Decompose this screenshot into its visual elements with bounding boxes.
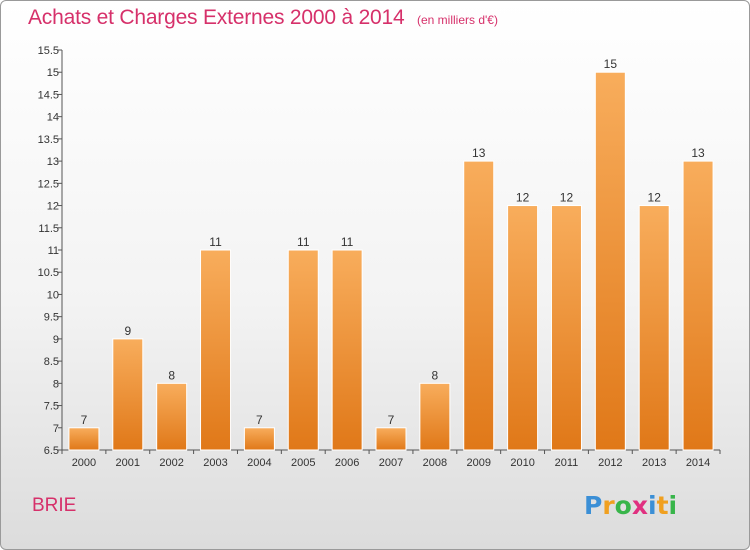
- bar-2007: [375, 427, 407, 451]
- x-tick-label-2011: 2011: [555, 457, 579, 469]
- value-label-2011: 12: [560, 191, 574, 205]
- bar-2006: [331, 249, 363, 451]
- x-tick-label-2006: 2006: [335, 457, 359, 469]
- bar-2014: [682, 160, 714, 451]
- y-tick-label: 7: [53, 423, 59, 435]
- x-tick-label-2003: 2003: [203, 457, 227, 469]
- bar-2005: [287, 249, 319, 451]
- chart-subtitle: (en milliers d'€): [417, 13, 498, 27]
- x-tick-label-2007: 2007: [379, 457, 403, 469]
- svg-text:Proxiti: Proxiti: [584, 491, 677, 520]
- y-tick-label: 13.5: [38, 134, 59, 146]
- bar-2013: [638, 205, 670, 451]
- y-tick-label: 6.5: [44, 445, 59, 457]
- y-tick-label: 14.5: [38, 89, 59, 101]
- proxiti-logo: Proxiti: [584, 491, 677, 520]
- x-tick-label-2001: 2001: [116, 457, 140, 469]
- bar-2002: [156, 382, 188, 451]
- bar-2008: [419, 382, 451, 451]
- x-tick-label-2013: 2013: [642, 457, 666, 469]
- y-tick-label: 14: [47, 112, 59, 124]
- x-tick-label-2004: 2004: [247, 457, 271, 469]
- y-tick-label: 15.5: [38, 45, 59, 57]
- value-label-2012: 15: [604, 57, 618, 71]
- bar-2009: [463, 160, 495, 451]
- y-tick-label: 8.5: [44, 356, 59, 368]
- x-tick-label-2009: 2009: [466, 457, 490, 469]
- bar-2000: [68, 427, 100, 451]
- value-label-2013: 12: [648, 191, 662, 205]
- bar-2011: [550, 205, 582, 451]
- y-tick-label: 7.5: [44, 401, 59, 413]
- y-tick-label: 12: [47, 201, 59, 213]
- x-tick-label-2014: 2014: [686, 457, 710, 469]
- x-tick-label-2008: 2008: [423, 457, 447, 469]
- y-tick-label: 10.5: [38, 267, 59, 279]
- y-tick-label: 11: [48, 245, 59, 257]
- chart-title: Achats et Charges Externes 2000 à 2014: [28, 6, 405, 29]
- y-tick-label: 9: [53, 334, 59, 346]
- value-label-2010: 12: [516, 191, 530, 205]
- y-tick-label: 15: [47, 67, 59, 79]
- x-tick-label-2000: 2000: [72, 457, 96, 469]
- y-tick-label: 12.5: [38, 178, 59, 190]
- value-label-2002: 8: [168, 368, 175, 382]
- value-label-2014: 13: [691, 146, 705, 160]
- value-label-2007: 7: [388, 413, 395, 427]
- commune-name: BRIE: [32, 495, 77, 516]
- y-tick-label: 11.5: [38, 223, 59, 235]
- value-label-2004: 7: [256, 413, 263, 427]
- x-tick-label-2010: 2010: [510, 457, 534, 469]
- x-tick-label-2002: 2002: [159, 457, 183, 469]
- value-label-2001: 9: [124, 324, 131, 338]
- bar-2003: [200, 249, 232, 451]
- value-label-2000: 7: [81, 413, 88, 427]
- y-tick-label: 10: [47, 289, 59, 301]
- bar-2012: [594, 71, 626, 451]
- value-label-2005: 11: [297, 235, 310, 249]
- y-tick-label: 8: [53, 378, 59, 390]
- value-label-2009: 13: [472, 146, 486, 160]
- bar-2010: [507, 205, 539, 451]
- value-label-2006: 11: [341, 235, 354, 249]
- y-tick-label: 9.5: [44, 312, 59, 324]
- bar-2001: [112, 338, 144, 451]
- x-tick-label-2012: 2012: [598, 457, 622, 469]
- value-label-2003: 11: [209, 235, 222, 249]
- bar-2004: [243, 427, 275, 451]
- y-tick-label: 13: [47, 156, 59, 168]
- x-tick-label-2005: 2005: [291, 457, 315, 469]
- value-label-2008: 8: [432, 368, 439, 382]
